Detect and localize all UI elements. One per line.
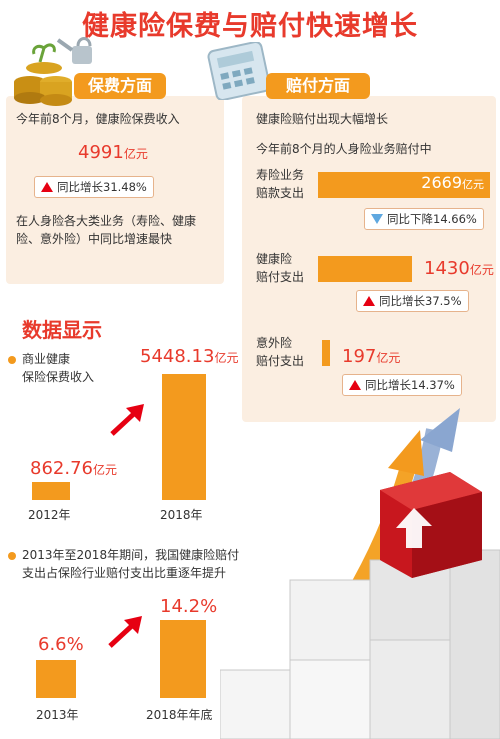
coins-icon	[10, 40, 80, 110]
premium-growth-badge: 同比增长31.48%	[34, 176, 154, 198]
claim-amount: 197亿元	[342, 346, 401, 367]
claim-bar	[322, 340, 330, 366]
red-arrow-icon	[110, 404, 144, 436]
data-section-heading: 数据显示	[22, 318, 102, 342]
bar-value: 5448.13亿元	[140, 346, 239, 367]
bar-year: 2012年	[28, 508, 71, 522]
down-arrow-icon	[371, 214, 383, 224]
claim-amount: 1430亿元	[424, 258, 494, 279]
bar-year: 2018年年底	[146, 708, 213, 722]
claim-bar	[318, 172, 490, 198]
premium-intro: 今年前8个月，健康险保费收入	[16, 112, 180, 126]
bullet-icon	[8, 356, 16, 364]
claim-label: 寿险业务 赔款支出	[256, 168, 305, 200]
bullet-icon	[8, 552, 16, 560]
bar-year: 2013年	[36, 708, 79, 722]
claim-change-badge: 同比下降14.66%	[364, 208, 484, 230]
item2-label: 2013年至2018年期间，我国健康险赔付 支出占保险行业赔付支出比重逐年提升	[22, 548, 240, 580]
bar	[36, 660, 76, 698]
bar-value: 6.6%	[38, 634, 84, 655]
bar	[32, 482, 70, 500]
claim-amount: 2669亿元	[421, 173, 484, 192]
item1-label: 商业健康 保险保费收入	[22, 352, 95, 384]
bar-value: 14.2%	[160, 596, 218, 617]
claims-heading: 赔付方面	[266, 73, 370, 99]
bar	[160, 620, 206, 698]
bar-value: 862.76亿元	[30, 458, 117, 479]
up-arrow-icon	[41, 182, 53, 192]
claim-label: 意外险 赔付支出	[256, 336, 305, 368]
premium-amount: 4991亿元	[78, 142, 148, 163]
growth-arrows-illustration	[220, 408, 500, 739]
claim-change-badge: 同比增长37.5%	[356, 290, 469, 312]
claim-change-badge: 同比增长14.37%	[342, 374, 462, 396]
red-up-arrow-icon	[380, 472, 482, 578]
premium-heading: 保费方面	[74, 73, 166, 99]
bar-year: 2018年	[160, 508, 203, 522]
claims-intro-1: 健康险赔付出现大幅增长	[256, 112, 389, 126]
claim-bar	[318, 256, 412, 282]
claim-label: 健康险 赔付支出	[256, 252, 305, 284]
bar	[162, 374, 206, 500]
watering-can-icon	[56, 36, 100, 68]
premium-note: 在人身险各大类业务（寿险、健康险、意外险）中同比增速最快	[16, 214, 197, 246]
red-arrow-icon	[108, 616, 142, 648]
claims-intro-2: 今年前8个月的人身险业务赔付中	[256, 142, 432, 156]
up-arrow-icon	[349, 380, 361, 390]
up-arrow-icon	[363, 296, 375, 306]
page-title: 健康险保费与赔付快速增长	[82, 11, 418, 42]
calculator-icon	[206, 41, 272, 101]
